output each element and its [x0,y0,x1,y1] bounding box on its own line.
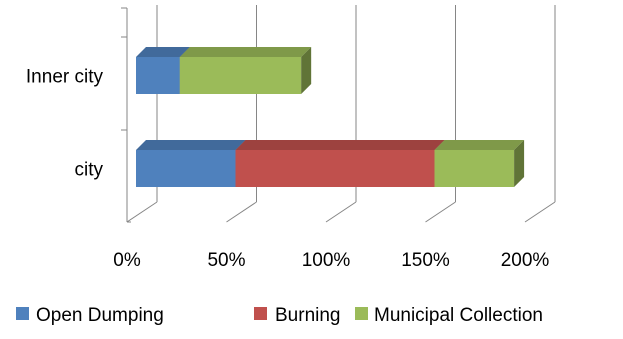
x-tick-label: 0% [113,250,141,271]
floor-gridline [226,201,257,223]
chart-gridlines [126,5,556,223]
floor-gridline [126,201,158,223]
legend-label: Burning [275,305,341,326]
x-tick-label: 150% [401,250,450,271]
legend-swatch [254,307,267,320]
category-label: Inner city [26,67,104,88]
bar-segment-municipal-collection [434,140,525,187]
floor-gridline [524,201,556,223]
chart-axes [121,7,131,223]
x-tick-label: 50% [207,250,245,271]
legend-item: Open Dumping [16,305,164,326]
floor-gridline [425,201,456,223]
bar-segment-municipal-collection [179,47,312,94]
x-tick-label: 200% [501,250,550,271]
legend-label: Municipal Collection [374,305,543,326]
floor-gridline [325,201,357,223]
chart-bars [136,47,525,187]
legend-label: Open Dumping [36,305,164,326]
legend-item: Burning [254,305,341,326]
chart-labels: 0% 50% 100% 150% 200% Inner city city [26,67,549,272]
category-label: city [75,160,104,181]
x-tick-label: 100% [302,250,351,271]
legend-item: Municipal Collection [355,305,543,326]
legend-swatch [16,307,29,320]
bar-segment-burning [235,140,445,187]
bar-segment-open-dumping [136,140,246,187]
chart-legend: Open Dumping Burning Municipal Collection [16,305,543,326]
legend-swatch [355,307,368,320]
